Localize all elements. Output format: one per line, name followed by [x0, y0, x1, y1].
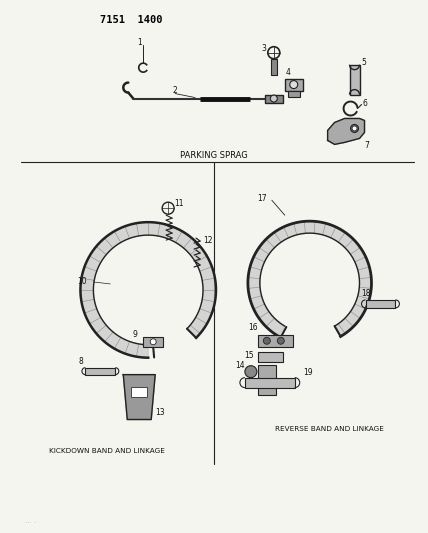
Text: REVERSE BAND AND LINKAGE: REVERSE BAND AND LINKAGE — [275, 426, 384, 432]
Bar — [86, 368, 115, 375]
Text: 12: 12 — [203, 236, 213, 245]
Circle shape — [277, 337, 284, 344]
Text: 4: 4 — [285, 68, 290, 77]
Text: 11: 11 — [174, 199, 184, 208]
Circle shape — [263, 337, 270, 344]
Text: 7151  1400: 7151 1400 — [101, 15, 163, 25]
Polygon shape — [123, 375, 155, 419]
Text: 5: 5 — [361, 58, 366, 67]
Circle shape — [352, 126, 357, 131]
Text: 7: 7 — [364, 141, 369, 150]
Text: 17: 17 — [257, 193, 267, 203]
Bar — [258, 365, 276, 394]
Text: 9: 9 — [133, 330, 138, 340]
Text: 13: 13 — [155, 408, 165, 417]
Text: PARKING SPRAG: PARKING SPRAG — [180, 151, 248, 160]
Text: KICKDOWN BAND AND LINKAGE: KICKDOWN BAND AND LINKAGE — [49, 448, 165, 455]
Circle shape — [150, 339, 156, 345]
Text: 3: 3 — [262, 44, 266, 53]
Bar — [288, 91, 300, 96]
Text: 8: 8 — [78, 357, 83, 366]
Text: 10: 10 — [77, 278, 87, 286]
Bar — [131, 386, 147, 397]
Bar — [245, 378, 295, 387]
Text: 15: 15 — [244, 351, 254, 360]
Circle shape — [245, 366, 257, 378]
Text: 1: 1 — [137, 38, 142, 47]
Bar — [285, 78, 303, 91]
Circle shape — [270, 95, 277, 102]
Bar — [143, 337, 163, 347]
Text: 19: 19 — [303, 368, 312, 377]
Bar — [350, 64, 360, 94]
Text: ... .: ... . — [25, 518, 36, 524]
Text: 14: 14 — [235, 361, 245, 370]
Bar — [271, 59, 277, 75]
Text: 16: 16 — [248, 324, 258, 332]
Circle shape — [290, 80, 298, 88]
Bar — [258, 335, 293, 347]
Bar — [265, 94, 283, 102]
Bar — [366, 300, 395, 308]
Text: 2: 2 — [173, 86, 178, 95]
Polygon shape — [80, 222, 216, 358]
Polygon shape — [327, 118, 365, 144]
Text: 6: 6 — [362, 99, 367, 108]
Polygon shape — [248, 221, 372, 336]
Bar — [258, 352, 283, 362]
Text: 18: 18 — [361, 289, 370, 298]
Circle shape — [351, 125, 359, 132]
